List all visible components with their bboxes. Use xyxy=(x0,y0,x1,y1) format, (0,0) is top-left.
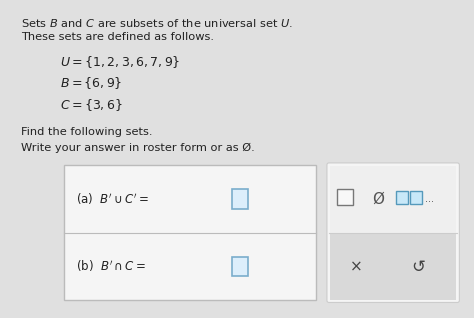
Text: ...: ... xyxy=(425,194,434,204)
FancyBboxPatch shape xyxy=(232,257,248,276)
FancyBboxPatch shape xyxy=(327,163,459,302)
FancyBboxPatch shape xyxy=(410,191,422,204)
FancyBboxPatch shape xyxy=(330,233,456,300)
Text: $C=\{3, 6\}$: $C=\{3, 6\}$ xyxy=(60,97,123,113)
Text: ↺: ↺ xyxy=(411,258,425,276)
Text: (b)  $B'\cap C =$: (b) $B'\cap C =$ xyxy=(76,259,146,274)
Text: Sets $\mathit{B}$ and $\mathit{C}$ are subsets of the universal set $\mathit{U}$: Sets $\mathit{B}$ and $\mathit{C}$ are s… xyxy=(20,17,292,29)
Text: Write your answer in roster form or as Ø.: Write your answer in roster form or as Ø… xyxy=(20,142,255,153)
Text: Find the following sets.: Find the following sets. xyxy=(20,127,152,136)
FancyBboxPatch shape xyxy=(232,189,248,209)
FancyBboxPatch shape xyxy=(330,166,456,233)
Text: $B=\{6, 9\}$: $B=\{6, 9\}$ xyxy=(60,75,122,91)
Text: ×: × xyxy=(350,259,363,274)
Text: (a)  $B'\cup C' =$: (a) $B'\cup C' =$ xyxy=(76,191,149,207)
FancyBboxPatch shape xyxy=(337,189,353,205)
Text: Ø: Ø xyxy=(372,191,384,206)
FancyBboxPatch shape xyxy=(64,165,316,301)
FancyBboxPatch shape xyxy=(396,191,408,204)
Text: $U=\{1, 2, 3, 6, 7, 9\}$: $U=\{1, 2, 3, 6, 7, 9\}$ xyxy=(60,54,180,70)
Text: These sets are defined as follows.: These sets are defined as follows. xyxy=(20,32,214,42)
